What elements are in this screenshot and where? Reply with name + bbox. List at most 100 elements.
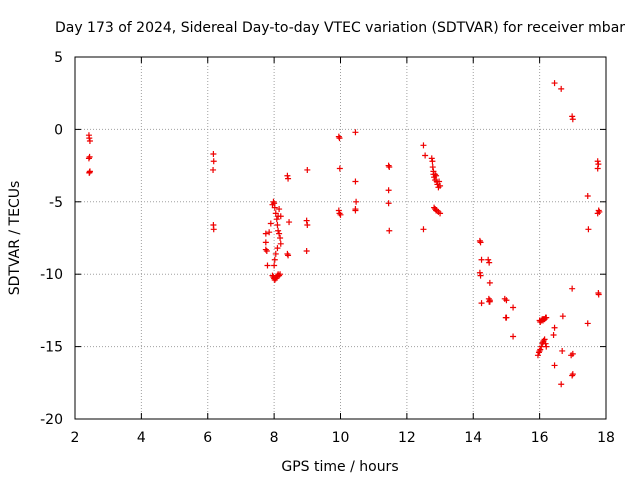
data-point	[386, 200, 392, 206]
data-point	[210, 151, 216, 157]
y-tick-label: 5	[54, 50, 63, 66]
data-point	[337, 165, 343, 171]
data-point	[270, 199, 276, 205]
data-point	[337, 210, 343, 216]
x-axis-ticks: 2 4 6 8 10 12 14 16 18	[71, 57, 615, 446]
x-tick-label: 10	[332, 430, 350, 446]
data-point	[503, 315, 509, 321]
data-point	[536, 349, 542, 355]
sdtvar-chart: 2 4 6 8 10 12 14 16 18 -20-15-10-505 Day 173 of …	[0, 0, 640, 480]
data-point	[429, 155, 435, 161]
data-point	[569, 286, 575, 292]
data-point	[264, 263, 270, 269]
data-point	[271, 263, 277, 269]
data-point	[596, 291, 602, 297]
data-point	[352, 129, 358, 135]
data-point	[284, 251, 290, 257]
data-point	[263, 247, 269, 253]
x-axis-label: GPS time / hours	[281, 459, 398, 475]
data-point	[552, 325, 558, 331]
x-tick-label: 2	[71, 430, 80, 446]
data-point	[560, 313, 566, 319]
data-point	[353, 199, 359, 205]
data-point	[478, 273, 484, 279]
data-point	[477, 238, 483, 244]
data-point	[264, 248, 270, 254]
data-point	[274, 245, 280, 251]
data-point	[87, 154, 93, 160]
data-point	[277, 235, 283, 241]
data-point	[596, 207, 602, 213]
data-point	[595, 158, 601, 164]
y-tick-label: -5	[49, 195, 63, 211]
x-tick-label: 6	[203, 430, 212, 446]
y-tick-label: -20	[40, 412, 63, 428]
data-point	[285, 252, 291, 258]
data-point	[211, 158, 217, 164]
x-tick-label: 16	[531, 430, 549, 446]
data-point	[86, 135, 92, 141]
y-tick-label: -10	[40, 267, 63, 283]
data-point	[386, 164, 392, 170]
data-point	[285, 176, 291, 182]
data-point	[275, 228, 281, 234]
data-point	[304, 218, 310, 224]
data-point	[558, 86, 564, 92]
data-point	[276, 231, 282, 237]
data-point	[552, 362, 558, 368]
data-point	[273, 251, 279, 257]
data-point	[585, 193, 591, 199]
data-point	[570, 116, 576, 122]
data-point	[485, 257, 491, 263]
data-point	[386, 187, 392, 193]
data-point	[486, 260, 492, 266]
data-point	[477, 270, 483, 276]
data-point	[386, 228, 392, 234]
data-point	[304, 248, 310, 254]
data-point	[263, 231, 269, 237]
y-tick-label: -15	[40, 340, 63, 356]
grid-lines	[75, 57, 606, 419]
data-point	[337, 135, 343, 141]
data-point	[87, 138, 93, 144]
data-point	[595, 161, 601, 167]
data-point	[422, 152, 428, 158]
data-point	[430, 164, 436, 170]
data-point	[537, 346, 543, 352]
y-tick-label: 0	[54, 122, 63, 138]
data-point	[487, 280, 493, 286]
data-point	[420, 226, 426, 232]
x-tick-label: 12	[398, 430, 416, 446]
data-point	[274, 216, 280, 222]
data-point	[429, 158, 435, 164]
y-axis-label: SDTVAR / TECUs	[7, 181, 23, 296]
data-point	[558, 381, 564, 387]
data-point	[86, 155, 92, 161]
chart-title: Day 173 of 2024, Sidereal Day-to-day VTE…	[55, 20, 625, 36]
data-point	[263, 239, 269, 245]
data-point	[543, 344, 549, 350]
data-point	[266, 229, 272, 235]
data-point	[352, 179, 358, 185]
data-point	[595, 165, 601, 171]
data-point	[272, 257, 278, 263]
data-point	[479, 257, 485, 263]
y-axis-ticks: -20 -15 -10 -5 0 5	[40, 50, 606, 428]
data-point	[284, 173, 290, 179]
data-point	[278, 241, 284, 247]
data-point	[304, 167, 310, 173]
x-tick-label: 18	[597, 430, 615, 446]
data-point	[510, 305, 516, 311]
x-tick-label: 14	[464, 430, 482, 446]
x-tick-label: 8	[270, 430, 279, 446]
data-point	[569, 373, 575, 379]
data-point	[510, 333, 516, 339]
data-point	[551, 332, 557, 338]
data-point	[87, 169, 93, 175]
data-point	[552, 80, 558, 86]
data-point	[559, 348, 565, 354]
data-point	[585, 320, 591, 326]
data-points	[86, 80, 602, 387]
data-point	[286, 219, 292, 225]
data-point	[487, 299, 493, 305]
